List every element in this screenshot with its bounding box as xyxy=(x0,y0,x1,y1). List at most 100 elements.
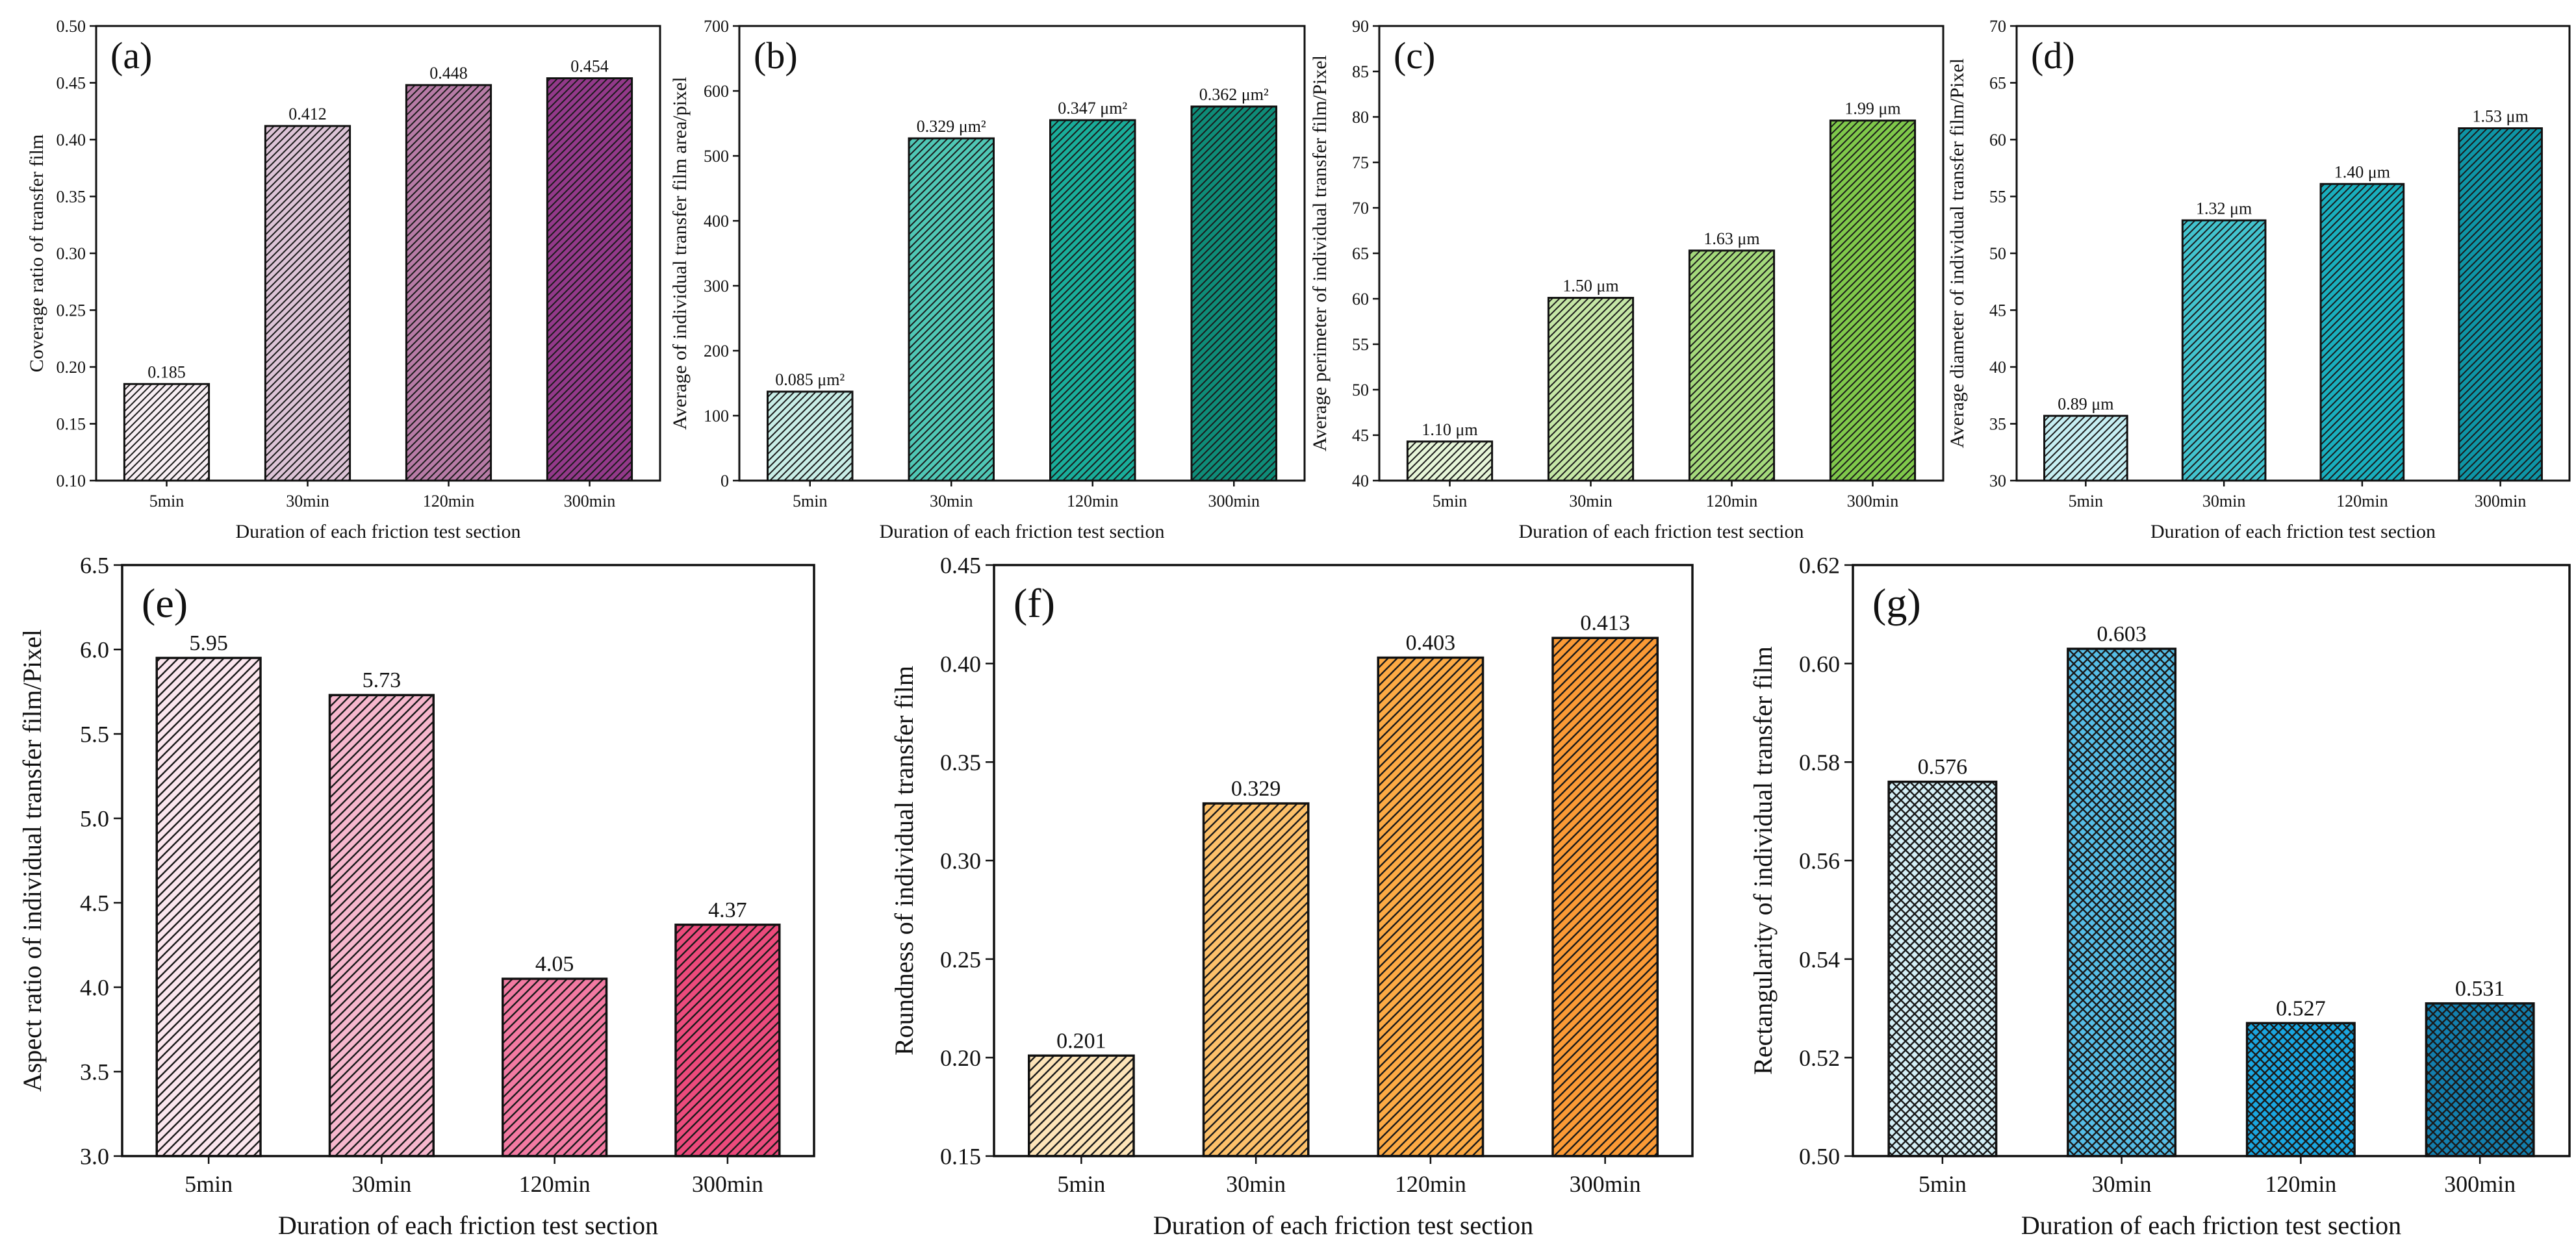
value-label-b-300min: 0.362 μm² xyxy=(1199,85,1269,104)
value-label-f-120min: 0.403 xyxy=(1406,631,1456,655)
x-tick-label-d-120min: 120min xyxy=(2336,492,2388,510)
y-tick-label-a-0: 0.10 xyxy=(57,472,86,490)
x-tick-label-g-30min: 30min xyxy=(2092,1171,2152,1197)
value-label-e-300min: 4.37 xyxy=(708,898,747,922)
y-tick-label-c-4: 60 xyxy=(1352,290,1369,309)
y-tick-label-d-0: 30 xyxy=(1989,472,2006,490)
y-tick-label-e-6: 6.0 xyxy=(80,637,109,663)
y-axis-title-e: Aspect ratio of individual transfer film… xyxy=(18,629,47,1092)
x-tick-label-d-30min: 30min xyxy=(2202,492,2245,510)
y-tick-label-a-5: 0.35 xyxy=(57,188,86,207)
y-axis-title-a: Coverage ratio of transfer film xyxy=(26,134,47,373)
bar-a-120min xyxy=(405,84,492,482)
y-axis-title-f: Roundness of individual transfer film xyxy=(889,666,919,1055)
value-label-a-120min: 0.448 xyxy=(429,64,468,82)
y-tick-label-b-7: 700 xyxy=(704,17,729,36)
y-tick-label-a-4: 0.30 xyxy=(57,244,86,263)
x-tick-label-a-30min: 30min xyxy=(286,492,329,510)
y-tick-label-d-3: 45 xyxy=(1989,301,2006,320)
bar-g-300min xyxy=(2425,1002,2535,1157)
y-tick-label-b-4: 400 xyxy=(704,212,729,231)
value-label-g-300min: 0.531 xyxy=(2455,977,2505,1001)
value-label-c-5min: 1.10 μm xyxy=(1422,420,1477,439)
x-tick-label-c-120min: 120min xyxy=(1706,492,1757,510)
bar-a-5min xyxy=(123,383,210,482)
bar-f-30min xyxy=(1202,802,1310,1157)
x-axis-title-e: Duration of each friction test section xyxy=(278,1211,658,1240)
value-label-a-30min: 0.412 xyxy=(288,105,327,123)
y-tick-label-b-2: 200 xyxy=(704,342,729,360)
panel-e: 5.95 5min 5.73 30min 4.05 120min 4.37 300min 3.0… xyxy=(18,553,815,1240)
bar-g-120min xyxy=(2245,1022,2356,1157)
y-tick-label-b-5: 500 xyxy=(704,147,729,166)
y-tick-label-g-2: 0.54 xyxy=(1799,946,1840,972)
bar-b-5min xyxy=(767,390,854,482)
y-tick-label-f-4: 0.35 xyxy=(940,750,981,775)
y-tick-label-c-0: 40 xyxy=(1352,472,1369,490)
y-tick-label-b-3: 300 xyxy=(704,277,729,296)
y-tick-label-c-9: 85 xyxy=(1352,62,1369,81)
x-axis-title-b: Duration of each friction test section xyxy=(879,521,1164,542)
value-label-d-120min: 1.40 μm xyxy=(2334,162,2390,181)
y-axis-title-c: Average perimeter of individual transfer… xyxy=(1309,55,1331,451)
y-tick-label-a-3: 0.25 xyxy=(57,301,86,320)
x-tick-label-e-120min: 120min xyxy=(519,1171,591,1197)
y-tick-label-c-8: 80 xyxy=(1352,108,1369,127)
x-tick-label-b-300min: 300min xyxy=(1208,492,1260,510)
y-tick-label-d-4: 50 xyxy=(1989,244,2006,263)
y-tick-label-a-7: 0.45 xyxy=(57,74,86,93)
bar-b-30min xyxy=(908,137,995,482)
bar-g-30min xyxy=(2067,648,2177,1157)
y-tick-label-f-3: 0.30 xyxy=(940,848,981,874)
value-label-e-30min: 5.73 xyxy=(363,668,402,692)
y-tick-label-b-1: 100 xyxy=(704,407,729,425)
y-tick-label-d-7: 65 xyxy=(1989,74,2006,93)
value-label-b-30min: 0.329 μm² xyxy=(917,117,986,136)
x-tick-label-e-30min: 30min xyxy=(351,1171,411,1197)
x-axis-title-f: Duration of each friction test section xyxy=(1153,1211,1533,1240)
y-tick-label-a-2: 0.20 xyxy=(57,358,86,377)
value-label-f-300min: 0.413 xyxy=(1580,611,1630,635)
panel-f: 0.201 5min 0.329 30min 0.403 120min 0.413 300mi… xyxy=(889,553,1694,1240)
bar-e-120min xyxy=(502,977,608,1157)
y-tick-label-e-1: 3.5 xyxy=(80,1059,109,1085)
value-label-c-30min: 1.50 μm xyxy=(1562,277,1618,296)
y-tick-label-e-4: 5.0 xyxy=(80,806,109,832)
x-axis-title-d: Duration of each friction test section xyxy=(2150,521,2436,542)
value-label-g-30min: 0.603 xyxy=(2097,622,2147,646)
y-tick-label-c-5: 65 xyxy=(1352,244,1369,263)
x-tick-label-d-5min: 5min xyxy=(2069,492,2103,510)
x-axis-title-a: Duration of each friction test section xyxy=(235,521,520,542)
bar-f-120min xyxy=(1377,656,1485,1157)
y-tick-label-c-7: 75 xyxy=(1352,153,1369,172)
value-label-a-300min: 0.454 xyxy=(570,57,609,76)
bar-e-5min xyxy=(155,657,262,1157)
panel-b: 0.085 μm² 5min 0.329 μm² 30min 0.347 μm² 120m… xyxy=(669,17,1306,542)
bar-f-300min xyxy=(1551,636,1659,1157)
value-label-g-5min: 0.576 xyxy=(1918,755,1968,779)
x-tick-label-b-30min: 30min xyxy=(930,492,973,510)
y-tick-label-c-3: 55 xyxy=(1352,335,1369,354)
bar-d-300min xyxy=(2458,127,2543,482)
bar-d-30min xyxy=(2181,219,2267,482)
x-tick-label-e-300min: 300min xyxy=(692,1171,763,1197)
x-tick-label-e-5min: 5min xyxy=(185,1171,233,1197)
value-label-a-5min: 0.185 xyxy=(147,362,186,381)
panel-g: 0.576 5min 0.603 30min 0.527 120min 0.531 300mi… xyxy=(1748,553,2571,1240)
y-axis-title-d: Average diameter of individual transfer … xyxy=(1946,58,1968,448)
x-tick-label-c-5min: 5min xyxy=(1433,492,1467,510)
value-label-f-5min: 0.201 xyxy=(1056,1029,1106,1053)
y-tick-label-d-1: 35 xyxy=(1989,415,2006,434)
value-label-e-5min: 5.95 xyxy=(189,631,228,655)
y-tick-label-f-2: 0.25 xyxy=(940,946,981,972)
value-label-e-120min: 4.05 xyxy=(535,952,574,976)
bar-c-5min xyxy=(1406,440,1494,482)
value-label-c-300min: 1.99 μm xyxy=(1844,99,1900,118)
x-tick-label-g-300min: 300min xyxy=(2444,1171,2516,1197)
x-tick-label-b-5min: 5min xyxy=(793,492,827,510)
x-tick-label-c-300min: 300min xyxy=(1847,492,1898,510)
value-label-b-5min: 0.085 μm² xyxy=(775,370,845,389)
value-label-c-120min: 1.63 μm xyxy=(1703,229,1759,248)
y-tick-label-g-4: 0.58 xyxy=(1799,750,1840,775)
